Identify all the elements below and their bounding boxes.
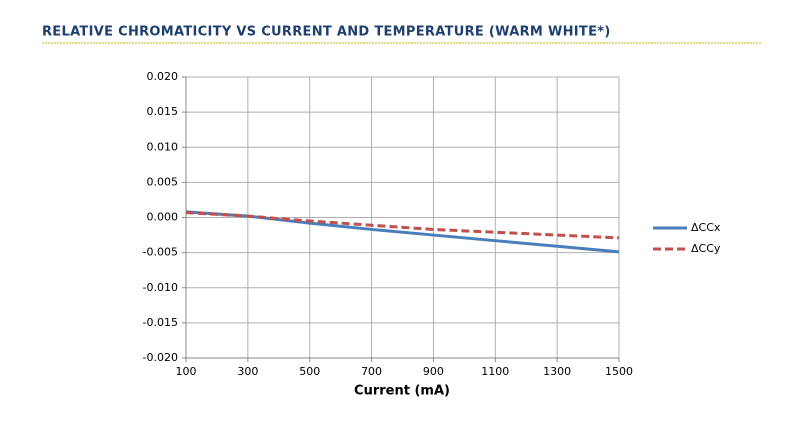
x-tick-label: 1300 [543,365,571,378]
legend-label: ΔCCx [691,221,721,234]
y-tick-label: -0.015 [143,316,178,329]
y-tick-label: 0.000 [147,211,179,224]
y-tick-label: -0.005 [143,246,178,259]
x-tick-label: 500 [299,365,320,378]
chart-title: RELATIVE CHROMATICITY VS CURRENT AND TEM… [42,25,611,40]
x-tick-label: 100 [176,365,197,378]
y-tick-label: 0.010 [147,140,179,153]
legend-label: ΔCCy [691,242,721,255]
y-tick-label: 0.020 [147,70,179,83]
x-tick-label: 300 [237,365,258,378]
x-axis-title: Current (mA) [354,384,450,399]
y-tick-label: 0.015 [147,105,179,118]
y-tick-label: -0.020 [143,351,178,364]
y-tick-label: 0.005 [147,175,179,188]
y-tick-label: -0.010 [143,281,178,294]
x-tick-label: 700 [361,365,382,378]
x-tick-label: 1500 [605,365,633,378]
x-tick-label: 900 [423,365,444,378]
x-tick-label: 1100 [481,365,509,378]
data-line [185,211,620,240]
